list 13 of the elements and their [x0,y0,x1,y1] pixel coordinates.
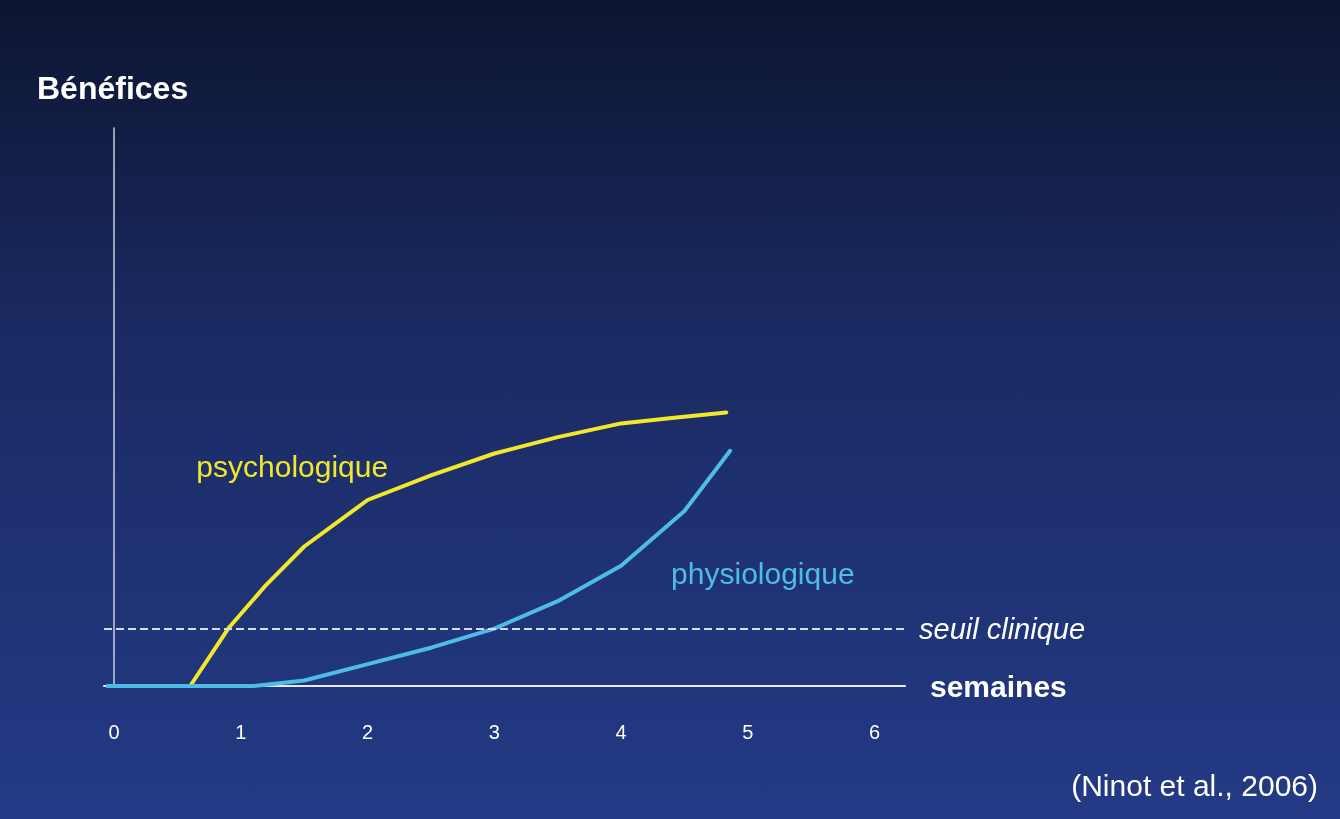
ref-line-label: seuil clinique [919,612,1086,645]
x-tick-label: 6 [869,721,881,743]
series-label: psychologique [196,450,389,483]
x-axis-title: semaines [930,669,1067,703]
text: (Ninot et al., 2006) [1071,768,1318,802]
x-tick-label: 0 [108,721,120,743]
x-tick-label: 3 [488,721,500,743]
x-tick-label: 1 [235,721,247,743]
x-tick-label: 5 [742,721,754,743]
series-label: physiologique [671,557,855,591]
x-tick-label: 4 [615,721,627,743]
text: Bénéfices [37,70,189,106]
x-tick-label: 2 [362,721,374,743]
